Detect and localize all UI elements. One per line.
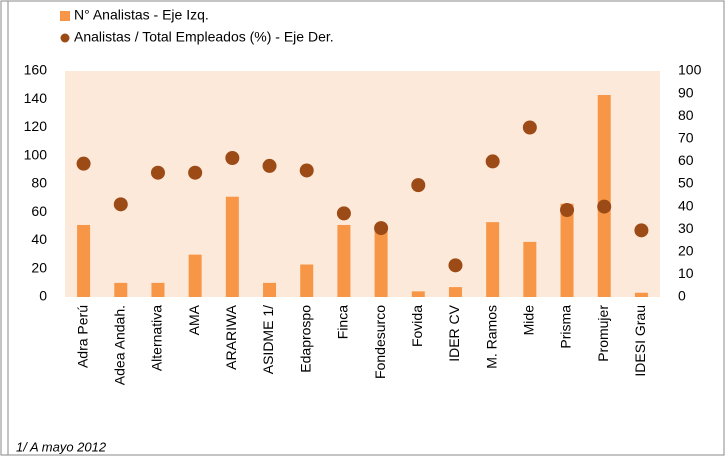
x-tick-label: ASIDME 1/ bbox=[260, 305, 276, 374]
y2-tick-label: 0 bbox=[678, 288, 686, 304]
y-tick-label: 40 bbox=[31, 231, 47, 247]
point bbox=[225, 151, 240, 166]
bar bbox=[77, 224, 91, 297]
y2-tick-label: 70 bbox=[678, 130, 694, 146]
legend-label: N° Analistas - Eje Izq. bbox=[74, 7, 209, 23]
bar bbox=[448, 287, 462, 297]
x-tick-label: Finca bbox=[335, 305, 351, 339]
y-tick-label: 20 bbox=[31, 259, 47, 275]
y2-tick-label: 40 bbox=[678, 197, 694, 213]
bar bbox=[300, 264, 314, 297]
bar bbox=[597, 95, 611, 297]
bar bbox=[337, 224, 351, 297]
point bbox=[522, 120, 537, 135]
x-tick-label: IDER CV bbox=[446, 304, 462, 361]
bar bbox=[151, 282, 165, 297]
point bbox=[634, 223, 649, 238]
y2-tick-label: 100 bbox=[678, 62, 702, 78]
x-tick-label: Fondesurco bbox=[372, 305, 388, 379]
x-tick-label: Alternativa bbox=[149, 305, 165, 371]
x-tick-label: IDESI Grau bbox=[632, 305, 648, 377]
y-tick-label: 140 bbox=[24, 90, 48, 106]
legend-marker bbox=[60, 33, 70, 43]
bar bbox=[560, 203, 574, 297]
bar bbox=[523, 241, 537, 297]
bar bbox=[411, 291, 425, 297]
point bbox=[560, 202, 575, 217]
y-tick-label: 100 bbox=[24, 146, 48, 162]
y2-tick-label: 60 bbox=[678, 152, 694, 168]
x-tick-label: AMA bbox=[186, 304, 202, 335]
point bbox=[76, 156, 91, 171]
x-tick-label: Fovida bbox=[409, 305, 425, 347]
y-tick-label: 160 bbox=[24, 62, 48, 78]
point bbox=[150, 165, 165, 180]
point bbox=[299, 163, 314, 178]
legend-label: Analistas / Total Empleados (%) - Eje De… bbox=[74, 29, 334, 45]
point bbox=[597, 199, 612, 214]
point bbox=[262, 158, 277, 173]
bar bbox=[263, 282, 277, 297]
x-tick-label: Promujer bbox=[595, 305, 611, 362]
point bbox=[485, 154, 500, 169]
y-tick-label: 60 bbox=[31, 203, 47, 219]
y-tick-label: 80 bbox=[31, 175, 47, 191]
y2-tick-label: 30 bbox=[678, 220, 694, 236]
legend-marker bbox=[60, 11, 70, 21]
y2-tick-label: 10 bbox=[678, 265, 694, 281]
bar bbox=[634, 292, 648, 297]
y2-tick-label: 50 bbox=[678, 175, 694, 191]
y2-tick-label: 20 bbox=[678, 243, 694, 259]
footnote: 1/ A mayo 2012 bbox=[16, 439, 107, 454]
y-tick-label: 120 bbox=[24, 118, 48, 134]
point bbox=[411, 178, 426, 193]
bar bbox=[225, 196, 239, 297]
bar bbox=[114, 282, 128, 297]
x-tick-label: Adea Andah. bbox=[111, 305, 127, 385]
point bbox=[336, 206, 351, 221]
x-tick-label: Mide bbox=[521, 305, 537, 336]
point bbox=[448, 258, 463, 273]
bar bbox=[374, 226, 388, 297]
x-tick-label: Adra Perú bbox=[74, 305, 90, 368]
bar bbox=[188, 254, 202, 297]
point bbox=[374, 221, 389, 236]
bar bbox=[486, 222, 500, 297]
point bbox=[113, 197, 128, 212]
x-tick-label: M. Ramos bbox=[483, 305, 499, 369]
y2-tick-label: 80 bbox=[678, 107, 694, 123]
point bbox=[188, 165, 203, 180]
y-tick-label: 0 bbox=[39, 288, 47, 304]
x-tick-label: Prisma bbox=[558, 305, 574, 349]
x-tick-label: ARARIWA bbox=[223, 304, 239, 369]
y2-tick-label: 90 bbox=[678, 84, 694, 100]
x-tick-label: Edaprospo bbox=[297, 305, 313, 373]
